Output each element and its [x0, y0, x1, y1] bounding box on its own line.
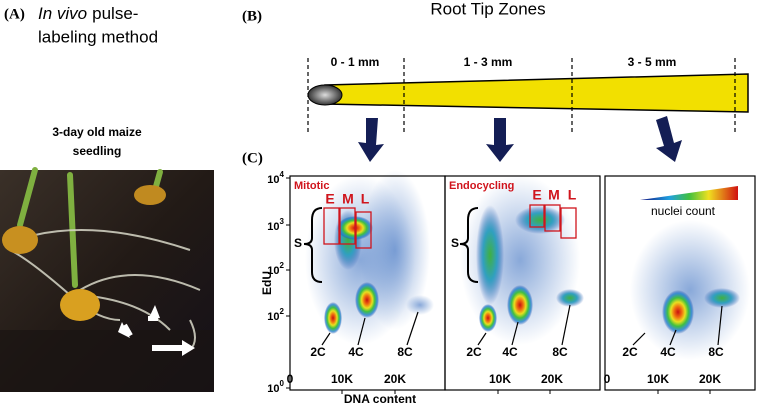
ploidy-label: 8C: [552, 345, 568, 359]
ploidy-label: 8C: [708, 345, 724, 359]
plot-title: Endocycling: [449, 180, 514, 192]
panel-label: (B): [242, 8, 262, 24]
caption: 3-day old maize: [52, 125, 142, 139]
x-tick-label: 10K: [331, 372, 353, 386]
x-tick-label: 10K: [647, 372, 669, 386]
ploidy-pointers: [321, 304, 723, 346]
y-axis-label: EdU: [260, 271, 274, 295]
ploidy-label: 2C: [310, 345, 326, 359]
x-tick-label: 20K: [384, 372, 406, 386]
legend-label: nuclei count: [651, 204, 716, 218]
color-legend: [640, 186, 738, 200]
y-ticks: 104 103 102 102 100: [267, 170, 284, 395]
x-tick-label: 20K: [699, 372, 721, 386]
phase-label: E: [532, 187, 541, 203]
zone-label: 1 - 3 mm: [464, 55, 513, 69]
plot-frames: [286, 175, 756, 394]
panel-label: (A): [4, 6, 25, 22]
phase-label: M: [342, 191, 354, 207]
x-axis-label: DNA content: [344, 392, 416, 406]
method-title: labeling method: [38, 27, 158, 46]
phase-label: L: [568, 187, 577, 203]
y-tick-label: 102: [267, 261, 284, 277]
ploidy-label: 4C: [502, 345, 518, 359]
y-tick-label: 102: [267, 307, 284, 323]
phase-label: L: [361, 191, 370, 207]
x-tick-label: 0: [604, 372, 611, 386]
s-bracket: [459, 207, 479, 283]
seedling-photo: [0, 167, 214, 392]
phase-gates: [529, 204, 577, 239]
plot-title: Mitotic: [294, 180, 329, 192]
root-diagram: [307, 58, 749, 162]
s-label: S: [294, 236, 302, 250]
density-plot: [305, 170, 434, 345]
zone-label: 0 - 1 mm: [331, 55, 380, 69]
x-tick-label: 10K: [489, 372, 511, 386]
s-label: S: [451, 236, 459, 250]
ploidy-label: 4C: [348, 345, 364, 359]
zones-title: Root Tip Zones: [430, 0, 545, 18]
phase-gates: [323, 207, 372, 249]
ploidy-label: 2C: [622, 345, 638, 359]
ploidy-label: 4C: [660, 345, 676, 359]
ploidy-label: 8C: [397, 345, 413, 359]
ploidy-label: 2C: [466, 345, 482, 359]
zone-label: 3 - 5 mm: [628, 55, 677, 69]
density-plot: [630, 220, 750, 360]
s-bracket: [303, 207, 323, 283]
method-title: In vivo pulse-: [38, 4, 138, 23]
y-tick-label: 103: [267, 217, 284, 233]
density-plot: [460, 175, 584, 345]
x-tick-label: 20K: [541, 372, 563, 386]
x-tick-label: 0: [287, 372, 294, 386]
panel-label: (C): [242, 150, 263, 166]
y-tick-label: 104: [267, 170, 284, 186]
phase-label: M: [548, 187, 560, 203]
phase-label: E: [325, 191, 334, 207]
caption: seedling: [73, 144, 122, 158]
y-tick-label: 100: [267, 379, 284, 395]
